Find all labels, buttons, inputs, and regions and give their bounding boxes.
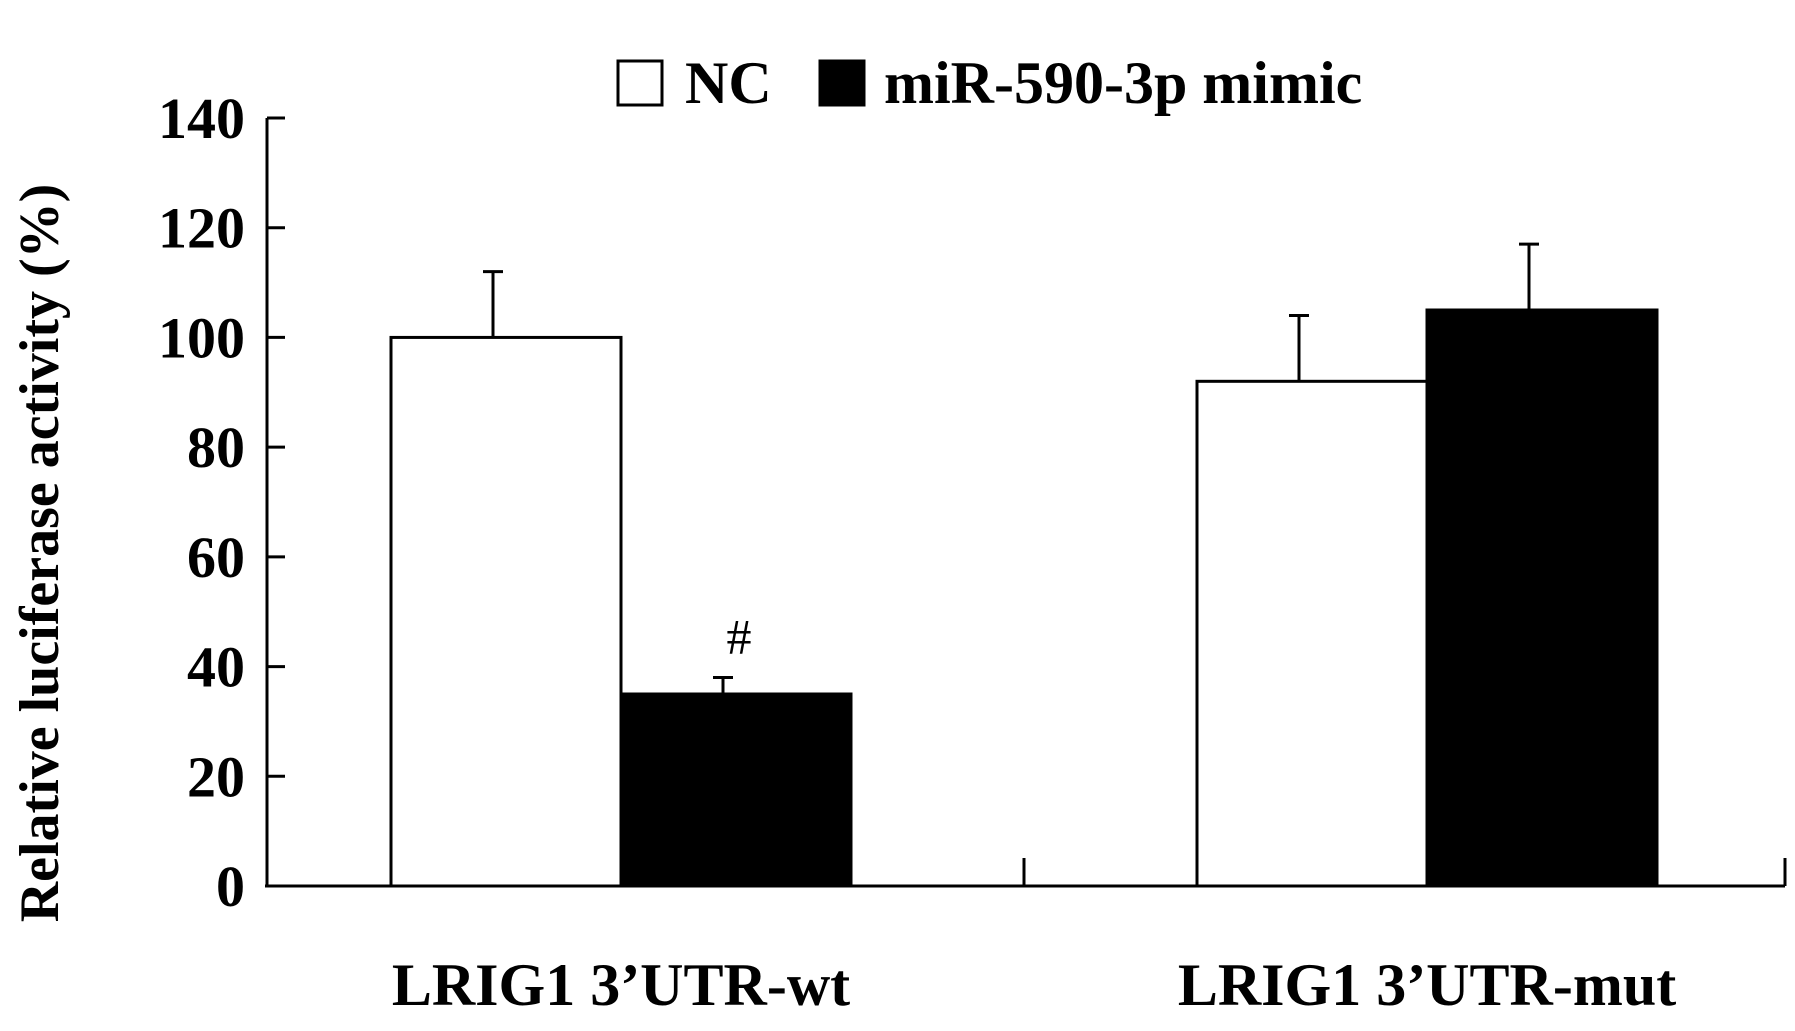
annotations-layer: # xyxy=(727,609,752,665)
legend-swatch xyxy=(616,59,664,107)
axes-layer xyxy=(265,118,1787,888)
y-axis-title: Relative luciferase activity (%) xyxy=(9,184,71,923)
bars-layer xyxy=(389,308,1659,888)
legend-swatch xyxy=(818,59,866,107)
y-tick-label: 60 xyxy=(187,525,245,590)
y-tick-label: 0 xyxy=(216,854,245,919)
significance-marker: # xyxy=(727,609,752,665)
bar-mimic-mut xyxy=(1425,308,1659,888)
y-tick-label: 20 xyxy=(187,744,245,809)
legend-label: miR-590-3p mimic xyxy=(884,50,1362,116)
bar-nc-wt xyxy=(389,335,623,888)
y-tick-label: 80 xyxy=(187,415,245,480)
y-tick-label: 140 xyxy=(158,86,245,151)
y-tick-label: 120 xyxy=(158,196,245,261)
error-bars-layer xyxy=(483,242,1539,694)
y-ticks-layer: 0 20 40 60 80 100 120 140 xyxy=(158,86,285,919)
bar-mimic-wt xyxy=(619,692,853,888)
bar-nc-mut xyxy=(1195,379,1429,888)
legend-label: NC xyxy=(685,50,772,116)
x-category-label: LRIG1 3’UTR-mut xyxy=(1178,952,1676,1018)
x-category-label: LRIG1 3’UTR-wt xyxy=(392,952,850,1018)
x-labels-layer: LRIG1 3’UTR-wt LRIG1 3’UTR-mut xyxy=(392,952,1676,1018)
y-tick-label: 100 xyxy=(158,305,245,370)
legend: NC miR-590-3p mimic xyxy=(616,50,1362,116)
y-tick-label: 40 xyxy=(187,635,245,700)
